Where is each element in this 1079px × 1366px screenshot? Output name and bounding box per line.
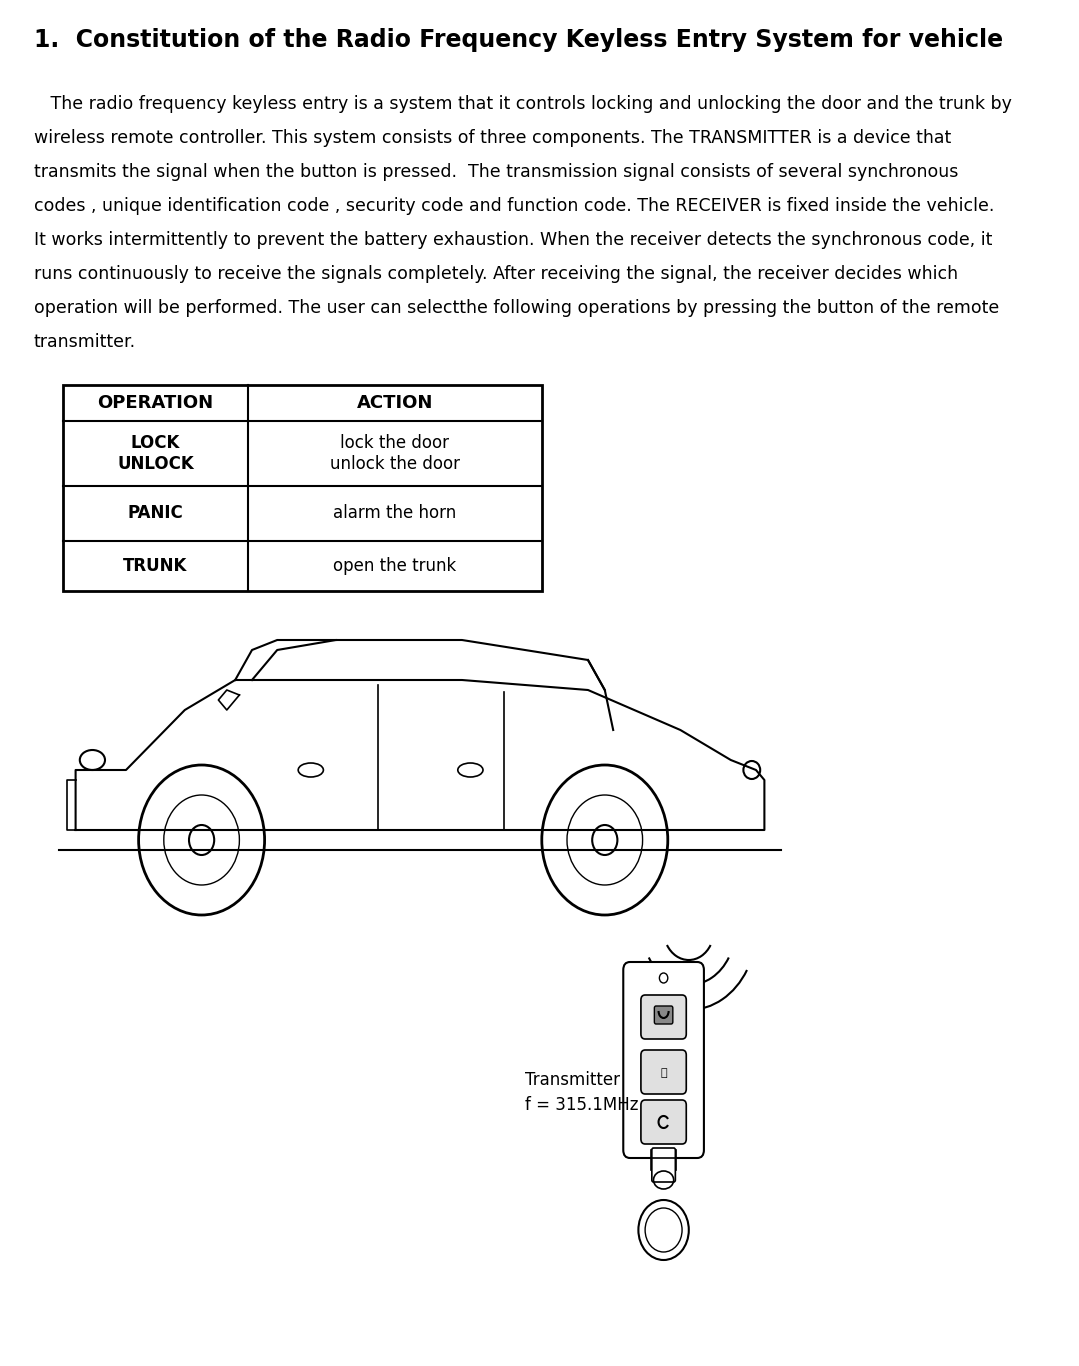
FancyBboxPatch shape — [641, 1050, 686, 1094]
Text: f = 315.1MHz: f = 315.1MHz — [525, 1096, 639, 1115]
FancyBboxPatch shape — [641, 994, 686, 1040]
Text: Transmitter: Transmitter — [525, 1071, 620, 1089]
Text: 🔓: 🔓 — [660, 1068, 667, 1078]
Text: operation will be performed. The user can selectthe following operations by pres: operation will be performed. The user ca… — [33, 299, 999, 317]
Text: lock the door
unlock the door: lock the door unlock the door — [330, 434, 460, 473]
Text: It works intermittently to prevent the battery exhaustion. When the receiver det: It works intermittently to prevent the b… — [33, 231, 992, 249]
FancyBboxPatch shape — [641, 1100, 686, 1143]
Text: The radio frequency keyless entry is a system that it controls locking and unloc: The radio frequency keyless entry is a s… — [33, 96, 1011, 113]
Text: runs continuously to receive the signals completely. After receiving the signal,: runs continuously to receive the signals… — [33, 265, 958, 283]
Text: transmits the signal when the button is pressed.  The transmission signal consis: transmits the signal when the button is … — [33, 163, 958, 182]
Text: TRUNK: TRUNK — [123, 557, 188, 575]
Text: LOCK
UNLOCK: LOCK UNLOCK — [117, 434, 194, 473]
Text: OPERATION: OPERATION — [97, 393, 214, 413]
Text: PANIC: PANIC — [127, 504, 183, 523]
Text: codes , unique identification code , security code and function code. The RECEIV: codes , unique identification code , sec… — [33, 197, 994, 214]
FancyBboxPatch shape — [654, 1005, 673, 1024]
Text: open the trunk: open the trunk — [333, 557, 456, 575]
Text: wireless remote controller. This system consists of three components. The TRANSM: wireless remote controller. This system … — [33, 128, 951, 148]
Bar — [63, 385, 542, 591]
FancyBboxPatch shape — [624, 962, 704, 1158]
Text: ACTION: ACTION — [356, 393, 433, 413]
Text: 1.  Constitution of the Radio Frequency Keyless Entry System for vehicle: 1. Constitution of the Radio Frequency K… — [33, 27, 1002, 52]
Text: alarm the horn: alarm the horn — [333, 504, 456, 523]
FancyBboxPatch shape — [652, 1147, 675, 1182]
Text: transmitter.: transmitter. — [33, 333, 136, 351]
